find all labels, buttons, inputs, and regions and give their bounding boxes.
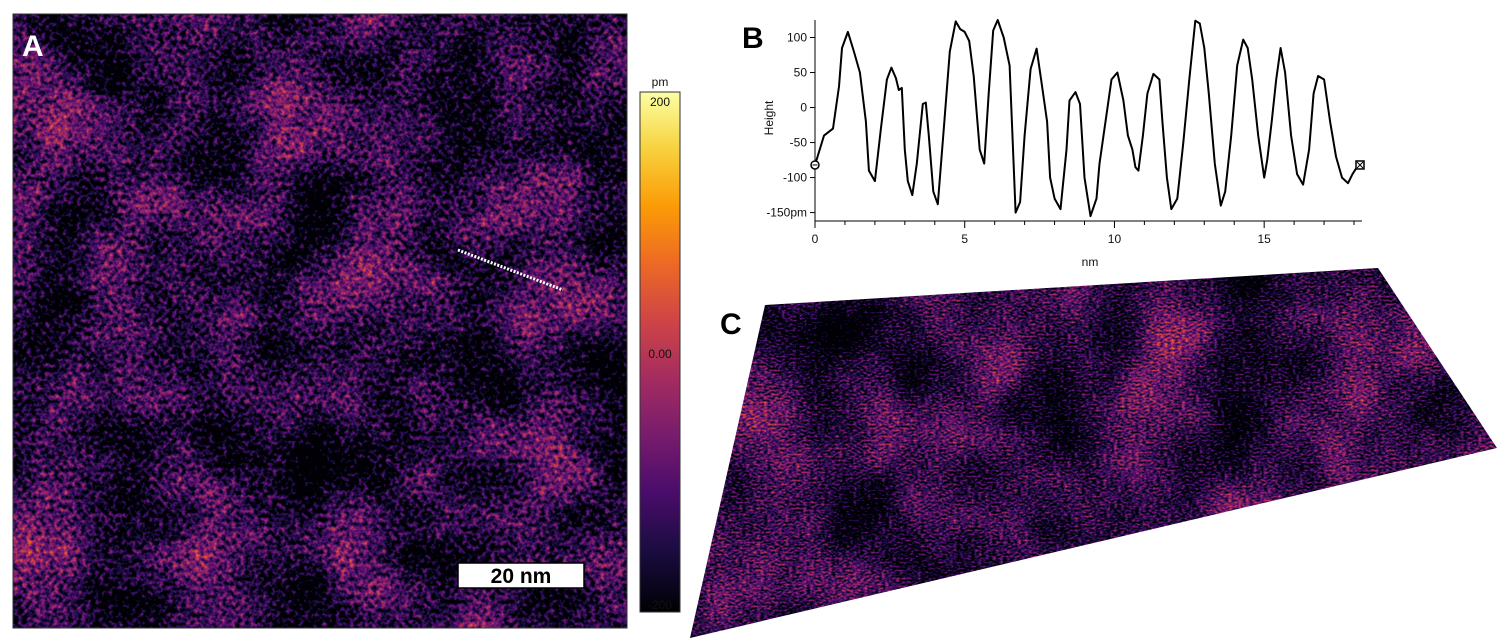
y-tick-label: 50 (794, 66, 808, 80)
y-tick-label: -100 (783, 171, 807, 185)
y-ticks: 100 50 0 -50 -100 -150pm (766, 31, 815, 220)
panel-a: 20 nm A (12, 13, 628, 629)
profile-line (457, 248, 564, 292)
y-tick-label: 100 (787, 31, 807, 45)
y-tick-label: -50 (790, 136, 808, 150)
scale-bar-label: 20 nm (491, 565, 552, 588)
cursor-b-marker-cross-2 (1356, 161, 1364, 169)
panel-b: B 100 50 0 -50 -100 -150pm 0 5 10 15 Height nm (742, 19, 1365, 269)
y-axis-title: Height (762, 100, 776, 135)
scale-bar-box (457, 562, 585, 589)
afm-image (13, 14, 627, 628)
panel-c: C (690, 268, 1497, 638)
afm-image-border (12, 13, 628, 629)
scale-bar: 20 nm (457, 562, 585, 589)
x-tick-label: 5 (961, 232, 968, 246)
height-profile-line (814, 19, 1361, 218)
panel-a-letter: A (22, 30, 44, 63)
surface-3d (690, 268, 1497, 638)
y-tick-label: 0 (800, 101, 807, 115)
panel-c-letter: C (720, 308, 742, 341)
y-tick-label: -150pm (766, 206, 807, 220)
colorbar-mid-label: 0.00 (648, 347, 672, 361)
profile-chart: 100 50 0 -50 -100 -150pm 0 5 10 15 Height nm (762, 19, 1365, 269)
x-tick-label: 10 (1108, 232, 1122, 246)
x-ticks: 0 5 10 15 (812, 221, 1355, 246)
colorbar: pm 200 0.00 -200 (639, 75, 681, 613)
panel-b-letter: B (742, 22, 764, 55)
colorbar-unit: pm (652, 75, 669, 89)
x-tick-label: 0 (812, 232, 819, 246)
colorbar-min-label: -200 (648, 598, 672, 612)
colorbar-gradient (639, 91, 681, 613)
x-tick-label: 15 (1257, 232, 1271, 246)
colorbar-max-label: 200 (650, 95, 670, 109)
x-axis-title: nm (1082, 255, 1099, 269)
